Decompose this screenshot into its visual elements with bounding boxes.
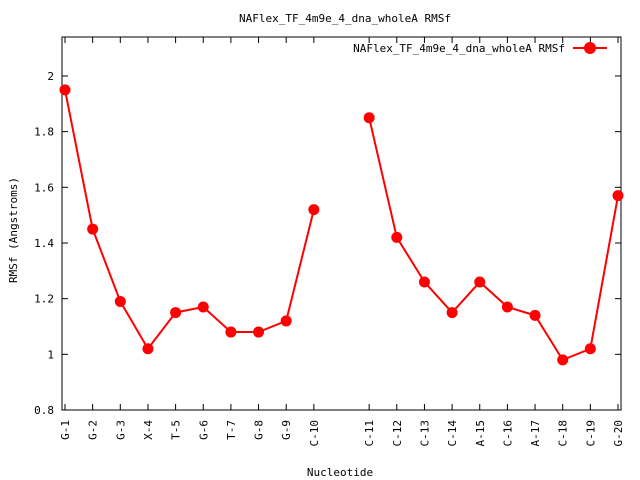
data-point: [363, 112, 375, 124]
legend: NAFlex_TF_4m9e_4_dna_wholeA RMSf: [353, 42, 607, 55]
y-tick-label: 1.4: [34, 237, 54, 250]
data-point: [529, 309, 541, 321]
y-tick-label: 1: [47, 348, 54, 361]
data-point: [391, 231, 403, 243]
legend-label: NAFlex_TF_4m9e_4_dna_wholeA RMSf: [353, 42, 565, 55]
x-tick-label: X-4: [142, 420, 155, 440]
x-tick-label: C-13: [418, 420, 431, 447]
x-tick-label: C-12: [391, 420, 404, 447]
x-axis-label: Nucleotide: [307, 466, 373, 479]
x-tick-label: T-5: [170, 420, 183, 440]
data-point: [170, 307, 182, 319]
data-point: [280, 315, 292, 327]
data-point: [418, 276, 430, 288]
plot-frame: [61, 36, 622, 411]
data-point: [612, 190, 624, 202]
x-tick-label: G-20: [612, 420, 625, 447]
data-point: [474, 276, 486, 288]
y-axis-label: RMSf (Angstroms): [7, 177, 20, 283]
x-tick-label: C-18: [557, 420, 570, 447]
x-tick-label: G-3: [114, 420, 127, 440]
x-tick-label: C-16: [501, 420, 514, 447]
x-tick-label: C-11: [363, 420, 376, 447]
y-tick-label: 2: [47, 70, 54, 83]
x-axis: G-1 G-2 G-3 X-4 T-5 G-6 T-7 G-8 G-9 C-10 C-11 C-12 C…: [59, 37, 625, 447]
data-point: [142, 343, 154, 355]
y-axis: 0.8 1 1.2 1.4 1.6 1.8 2: [34, 70, 621, 417]
x-tick-label: G-1: [59, 420, 72, 440]
y-tick-label: 1.8: [34, 126, 54, 139]
x-tick-label: A-17: [529, 420, 542, 447]
data-point: [59, 84, 71, 96]
data-point: [87, 223, 99, 235]
series-line: [368, 117, 619, 362]
series-group: [59, 84, 624, 366]
chart-title: NAFlex_TF_4m9e_4_dna_wholeA RMSf: [239, 12, 451, 25]
x-tick-label: G-6: [197, 420, 210, 440]
x-tick-label: A-15: [474, 420, 487, 447]
x-tick-label: G-2: [87, 420, 100, 440]
data-point: [225, 326, 237, 338]
y-tick-label: 1.2: [34, 293, 54, 306]
data-point: [197, 301, 209, 313]
x-tick-label: G-8: [253, 420, 266, 440]
data-point: [253, 326, 265, 338]
data-point: [446, 307, 458, 319]
y-tick-label: 0.8: [34, 404, 54, 417]
data-point: [557, 354, 569, 366]
x-tick-label: G-9: [280, 420, 293, 440]
x-tick-label: T-7: [225, 420, 238, 440]
x-tick-label: C-14: [446, 420, 459, 447]
series-line: [64, 89, 315, 351]
x-tick-label: C-19: [584, 420, 597, 447]
data-point: [584, 343, 596, 355]
legend-marker: [584, 42, 596, 54]
data-point: [114, 295, 126, 307]
data-point: [308, 204, 320, 216]
y-tick-label: 1.6: [34, 181, 54, 194]
x-tick-label: C-10: [308, 420, 321, 447]
data-point: [501, 301, 513, 313]
